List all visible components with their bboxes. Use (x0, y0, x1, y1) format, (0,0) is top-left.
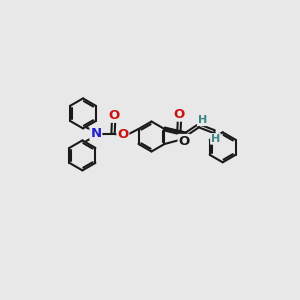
Text: H: H (198, 115, 207, 125)
Text: O: O (174, 108, 185, 121)
Text: O: O (108, 109, 119, 122)
Text: O: O (117, 128, 128, 142)
Text: H: H (211, 134, 220, 144)
Text: O: O (178, 135, 190, 148)
Text: N: N (90, 127, 101, 140)
